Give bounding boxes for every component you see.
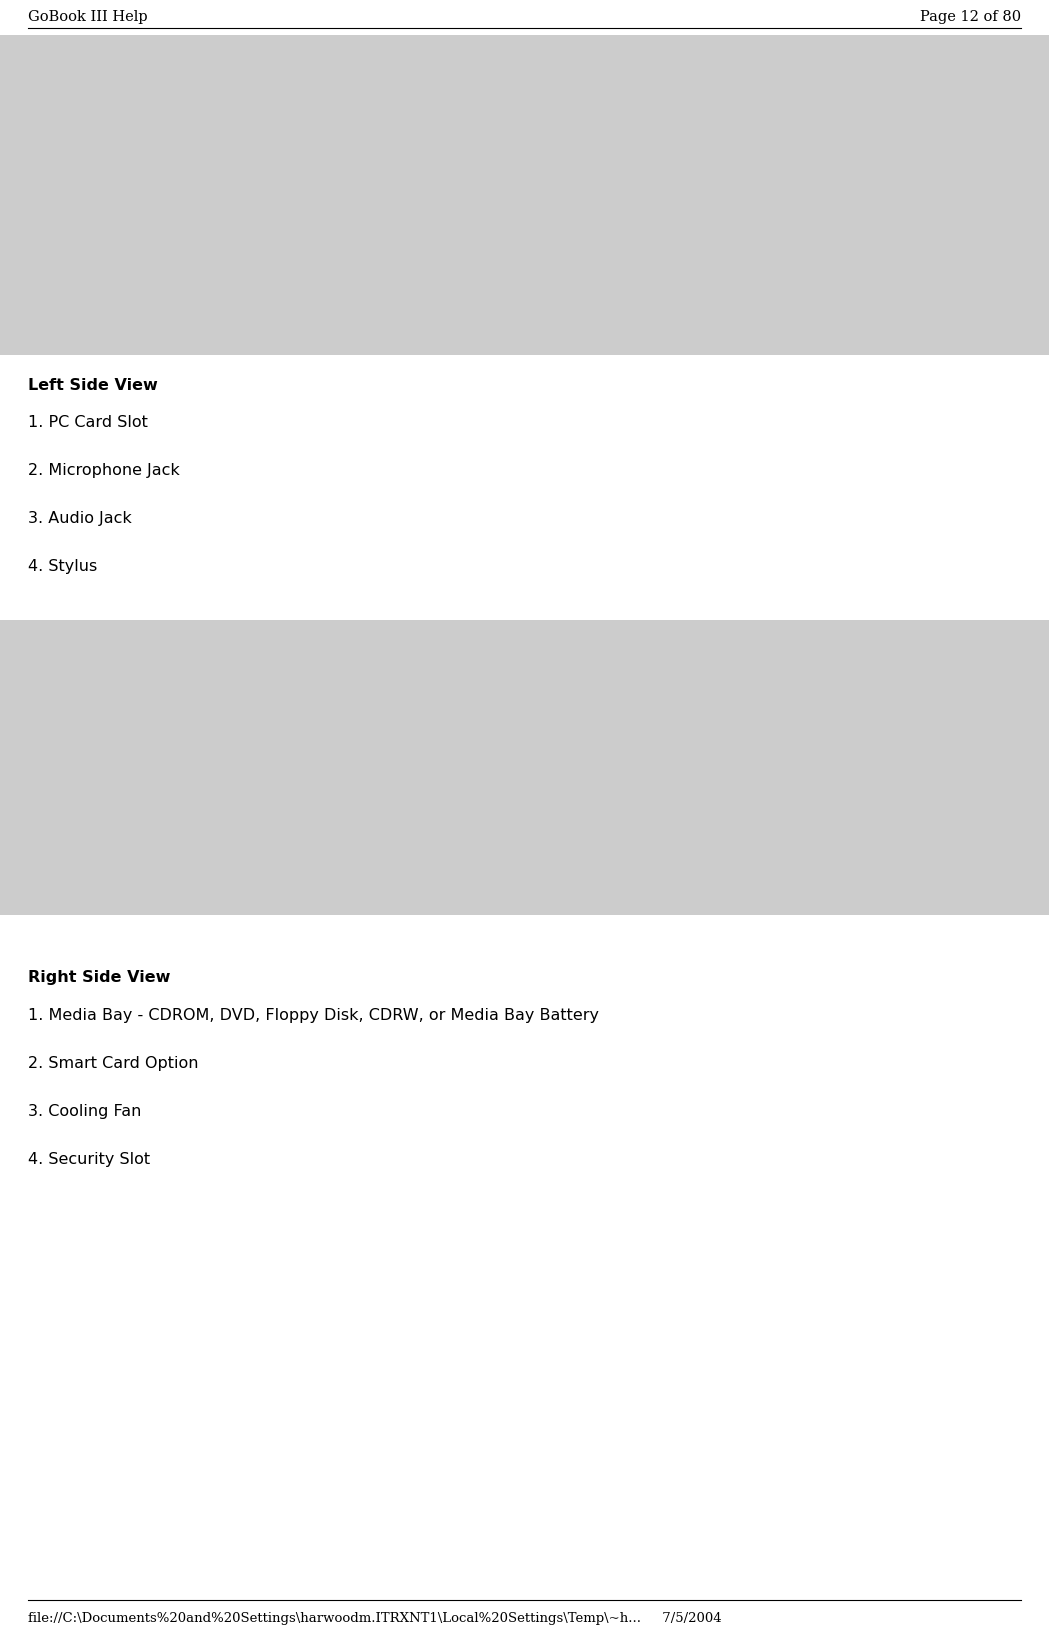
Text: 3. Cooling Fan: 3. Cooling Fan bbox=[28, 1104, 142, 1119]
Text: 4. Security Slot: 4. Security Slot bbox=[28, 1152, 150, 1166]
Text: Right Side View: Right Side View bbox=[28, 971, 170, 985]
Text: 3. Audio Jack: 3. Audio Jack bbox=[28, 512, 132, 526]
Text: 1. PC Card Slot: 1. PC Card Slot bbox=[28, 415, 148, 429]
Text: GoBook III Help: GoBook III Help bbox=[28, 10, 148, 25]
Bar bbox=[0, 620, 1049, 915]
Text: 1. Media Bay - CDROM, DVD, Floppy Disk, CDRW, or Media Bay Battery: 1. Media Bay - CDROM, DVD, Floppy Disk, … bbox=[28, 1008, 599, 1023]
Text: Left Side View: Left Side View bbox=[28, 378, 157, 393]
Text: 4. Stylus: 4. Stylus bbox=[28, 559, 98, 574]
Text: 2. Microphone Jack: 2. Microphone Jack bbox=[28, 462, 179, 479]
Text: 2. Smart Card Option: 2. Smart Card Option bbox=[28, 1056, 198, 1071]
Text: Page 12 of 80: Page 12 of 80 bbox=[920, 10, 1021, 25]
Text: file://C:\Documents%20and%20Settings\harwoodm.ITRXNT1\Local%20Settings\Temp\~h..: file://C:\Documents%20and%20Settings\har… bbox=[28, 1612, 722, 1625]
Bar bbox=[0, 35, 1049, 355]
